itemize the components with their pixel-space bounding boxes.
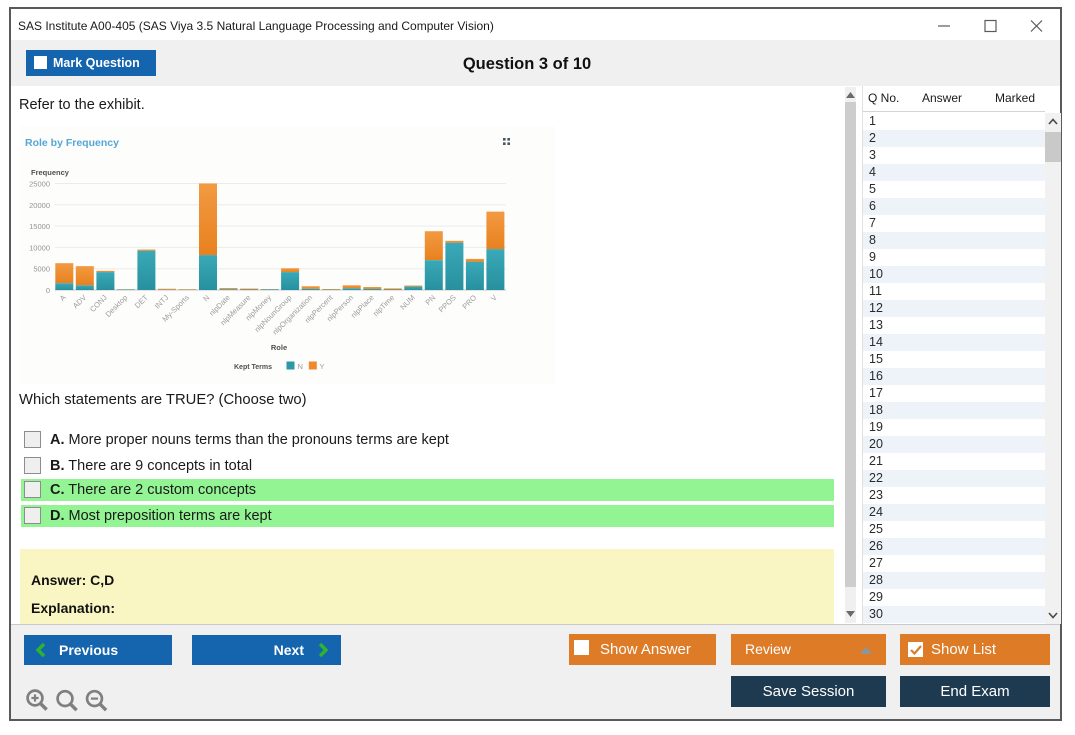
svg-text:0: 0 [46,286,50,295]
svg-text:Y: Y [320,362,325,371]
svg-text:15000: 15000 [29,222,50,231]
svg-text:Role: Role [271,343,287,352]
svg-text:N: N [298,362,303,371]
svg-text:Frequency: Frequency [31,168,70,177]
svg-text:Role by Frequency: Role by Frequency [25,137,119,149]
svg-text:N: N [201,293,211,303]
svg-text:Kept Terms: Kept Terms [234,364,272,371]
svg-text:5000: 5000 [33,265,50,274]
svg-text:10000: 10000 [29,243,50,252]
svg-text:V: V [489,293,499,303]
svg-text:20000: 20000 [29,201,50,210]
svg-text:A: A [58,293,68,303]
svg-text:25000: 25000 [29,180,50,189]
